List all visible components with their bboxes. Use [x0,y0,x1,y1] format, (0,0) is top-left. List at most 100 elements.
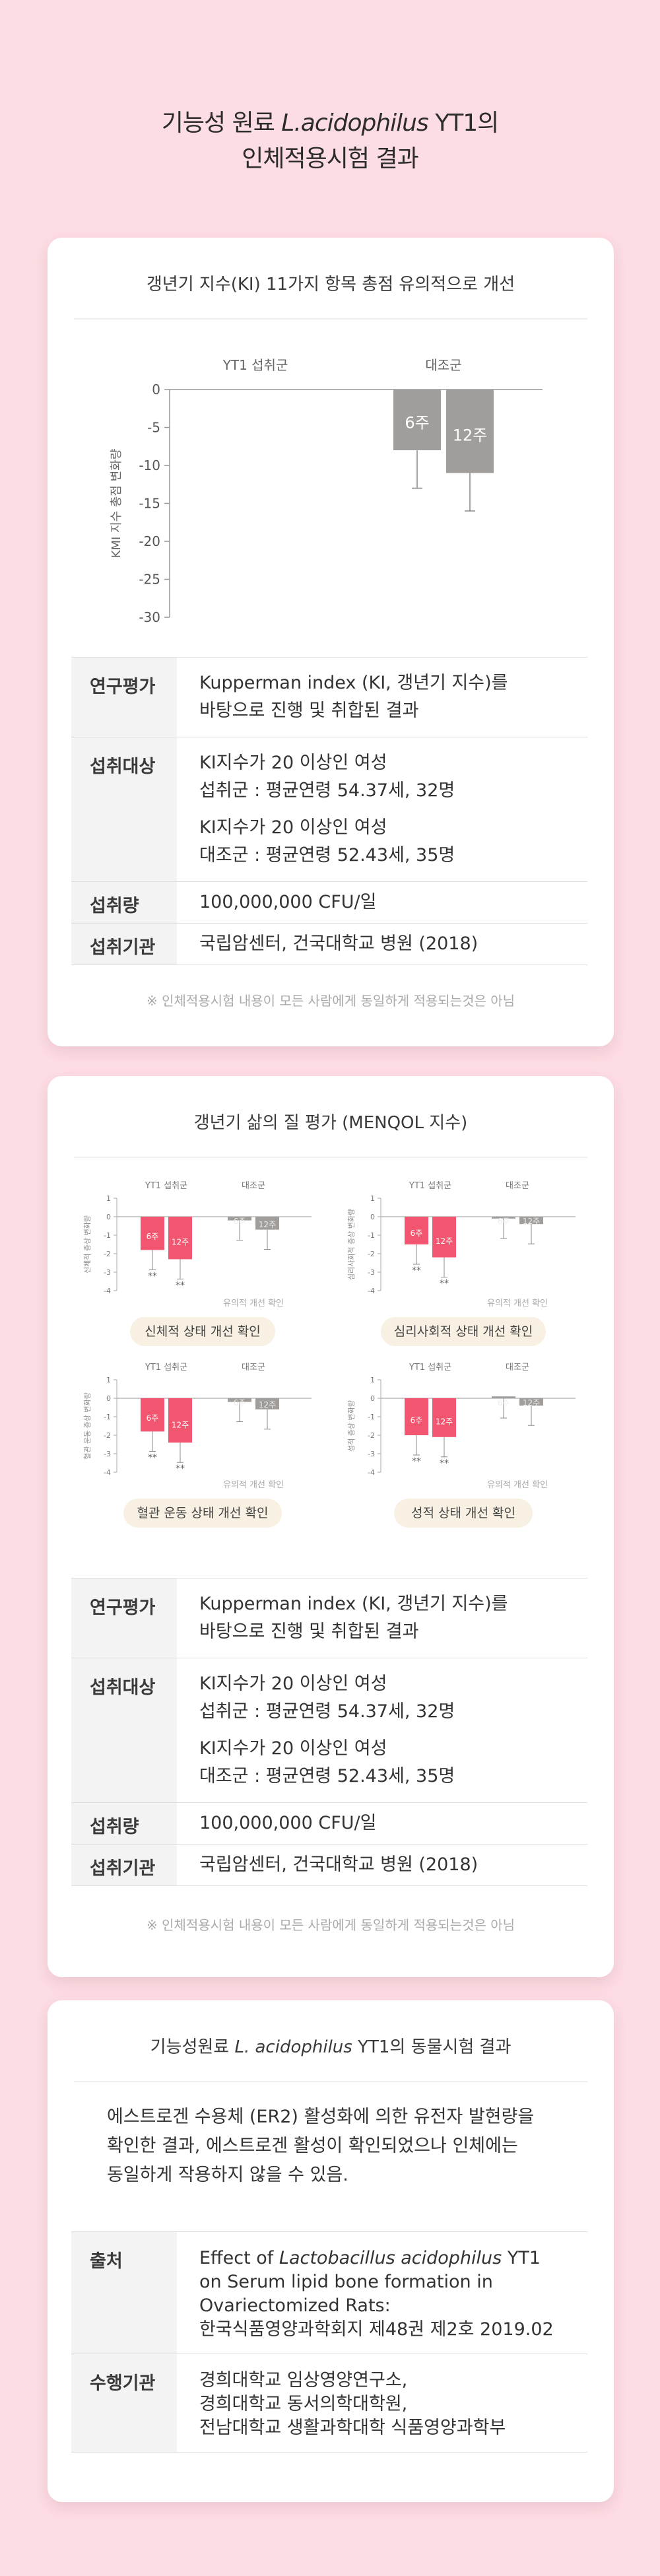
y-tick-label: -3 [104,1450,111,1458]
info-value: 국립암센터, 건국대학교 병원 (2018) [177,923,587,965]
y-axis-label: 신체적 증상 변화량 [83,1215,92,1273]
bar [405,1217,428,1244]
psychosocial-chart: 1 0 -1 -2 -3 -4 심리사회적 증상 변화량 YT1 섭취군 대조군 ** 6주 6주 **… [347,1181,576,1308]
info-row: 섭취기관 국립암센터, 건국대학교 병원 (2018) [71,923,587,965]
bar [446,390,494,473]
bar [492,1396,515,1398]
info-line: 바탕으로 진행 및 취합된 결과 [199,700,419,721]
y-tick-label: -20 [139,533,160,549]
bar-label: 6주 [498,1217,510,1226]
source-line: on Serum lipid bone formation in [199,2272,493,2292]
group-label: YT1 섭취군 [409,1181,451,1191]
bar [255,1398,279,1409]
bar [405,1398,428,1435]
y-tick-label: -3 [368,1450,375,1458]
y-tick-label: -1 [104,1231,111,1240]
bar-label: 6주 [234,1398,246,1407]
source-line: Ovariectomized Rats: [199,2295,391,2316]
para-line: 에스트로겐 수용체 (ER2) 활성화에 의한 유전자 발현량을 [107,2107,535,2127]
group-label: YT1 섭취군 [145,1181,187,1191]
y-tick-label: -4 [104,1287,111,1295]
info-line: 100,000,000 CFU/일 [199,892,377,912]
para-line: 확인한 결과, 에스트로겐 활성이 확인되었으나 인체에는 [107,2136,518,2156]
bar [393,390,441,450]
info-row: 섭취기관 국립암센터, 건국대학교 병원 (2018) [71,1844,587,1886]
card-title: 기능성원료 L. acidophilus YT1의 동물시험 결과 [48,2000,614,2073]
bar [141,1217,164,1250]
info-key: 섭취대상 [71,737,177,882]
info-row: 섭취대상 KI지수가 20 이상인 여성 섭취군 : 평균연령 54.37세, 32… [71,1658,587,1803]
bar-label: 6주 [498,1398,510,1407]
significance-mark: ** [440,1458,449,1469]
bar-label: 12주 [453,426,488,445]
info-row: 섭취대상 KI지수가 20 이상인 여성 섭취군 : 평균연령 54.37세, 32… [71,737,587,882]
page-title-line2: 인체적용시험 결과 [242,145,418,172]
org-line: 경희대학교 임상영양연구소, [199,2370,408,2390]
significance-note: 유의적 개선 확인 [487,1299,548,1308]
info-value: 경희대학교 임상영양연구소, 경희대학교 동서의학대학원, 전남대학교 생활과학… [177,2354,587,2453]
caption-psychosocial: 심리사회적 상태 개선 확인 [381,1317,546,1346]
info-row: 연구평가 Kupperman index (KI, 갱년기 지수)를 바탕으로 진행… [71,1578,587,1658]
y-tick-label: 1 [106,1376,111,1384]
info-key: 출처 [71,2231,177,2354]
info-line: KI지수가 20 이상인 여성 [199,1674,387,1694]
info-key: 섭취량 [71,1802,177,1845]
y-tick-label: 1 [106,1194,111,1203]
bar-label: 12주 [436,1417,453,1426]
significance-mark: ** [176,1280,185,1291]
bar [432,1217,456,1258]
caption-vasomotor: 혈관 운동 상태 개선 확인 [123,1499,282,1528]
divider [74,1157,587,1158]
info-value: 국립암센터, 건국대학교 병원 (2018) [177,1844,587,1886]
card-menqol-results: 갱년기 삶의 질 평가 (MENQOL 지수) 1 0 -1 -2 -3 -4 신체적 증상… [48,1076,614,1977]
info-table: 연구평가 Kupperman index (KI, 갱년기 지수)를 바탕으로 진행… [71,1578,587,1886]
significance-mark: ** [148,1452,157,1463]
info-line: 국립암센터, 건국대학교 병원 (2018) [199,1854,478,1875]
group-label: YT1 섭취군 [222,357,288,373]
group-label: 대조군 [425,357,461,373]
significance-mark: ** [176,1464,185,1474]
y-tick-label: -2 [368,1431,375,1440]
y-tick-label: -3 [368,1268,375,1277]
info-row: 섭취량 100,000,000 CFU/일 [71,881,587,924]
bar-label: 6주 [411,1416,423,1425]
info-key: 연구평가 [71,657,177,737]
info-line: 대조군 : 평균연령 52.43세, 35명 [199,845,455,865]
bar [519,1398,543,1406]
group-label: 대조군 [242,1181,265,1191]
info-value: Effect of Lactobacillus acidophilus YT1 … [177,2231,587,2354]
bar-label: 6주 [234,1217,246,1226]
info-row: 섭취량 100,000,000 CFU/일 [71,1802,587,1845]
y-axis-label: KMI 지수 총점 변화량 [110,449,123,559]
title-text: 기능성원료 [150,2037,235,2057]
bar-label: 12주 [523,1398,540,1407]
info-line: KI지수가 20 이상인 여성 [199,817,387,838]
y-tick-label: -2 [104,1250,111,1258]
caption-physical: 신체적 상태 개선 확인 [130,1317,275,1346]
info-value: 100,000,000 CFU/일 [177,881,587,924]
source-latin: Lactobacillus acidophilus [279,2248,502,2268]
bar-label: 6주 [411,1229,423,1238]
bar-label: 12주 [523,1217,540,1226]
group-label: 대조군 [506,1363,529,1373]
page-title: 기능성 원료 L.acidophilus YT1의 인체적용시험 결과 [0,106,660,177]
org-line: 경희대학교 동서의학대학원, [199,2394,408,2414]
info-line: Kupperman index (KI, 갱년기 지수)를 [199,673,508,693]
bar [168,1217,192,1260]
source-text: YT1 [502,2248,541,2268]
para-line: 동일하게 작용하지 않을 수 있음. [107,2165,348,2185]
significance-mark: ** [148,1271,157,1281]
group-label: 대조군 [242,1363,265,1373]
y-axis-label: 심리사회적 증상 변화량 [347,1209,356,1280]
divider [74,318,587,320]
y-tick-label: 0 [106,1394,111,1403]
info-value: KI지수가 20 이상인 여성 섭취군 : 평균연령 54.37세, 32명 KI지… [177,737,587,882]
bar-label: 6주 [147,1232,159,1241]
bar [255,1217,279,1230]
physical-chart: 1 0 -1 -2 -3 -4 신체적 증상 변화량 YT1 섭취군 대조군 ** 6주 6주 ** 12… [83,1181,312,1308]
y-tick-label: -10 [139,458,160,473]
y-tick-label: -3 [104,1268,111,1277]
info-row: 수행기관 경희대학교 임상영양연구소, 경희대학교 동서의학대학원, 전남대학교… [71,2354,587,2453]
title-text: 기능성 원료 [161,110,282,137]
